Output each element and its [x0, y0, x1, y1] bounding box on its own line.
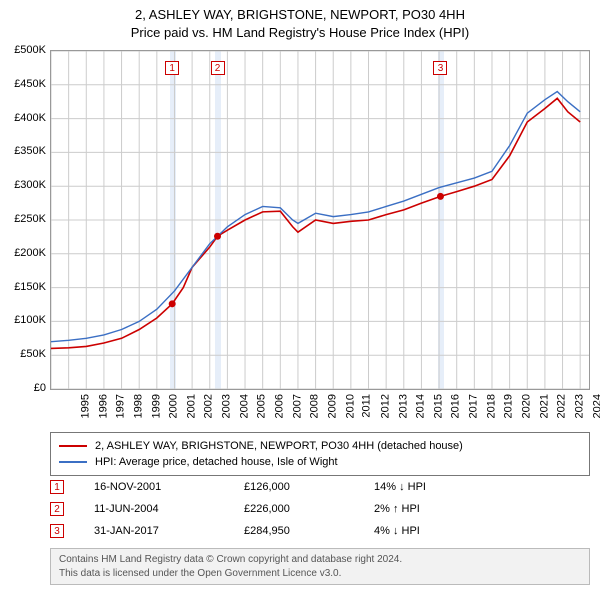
transaction-marker: 2 — [50, 502, 64, 516]
x-tick-label: 2007 — [291, 394, 303, 418]
x-tick-label: 2018 — [485, 394, 497, 418]
x-tick-label: 2024 — [591, 394, 600, 418]
transaction-diff: 14% ↓ HPI — [374, 481, 504, 493]
legend-swatch — [59, 461, 87, 463]
x-tick-label: 2001 — [185, 394, 197, 418]
chart-container: 2, ASHLEY WAY, BRIGHSTONE, NEWPORT, PO30… — [0, 0, 600, 590]
transaction-date: 16-NOV-2001 — [94, 481, 244, 493]
legend-swatch — [59, 445, 87, 447]
transaction-date: 31-JAN-2017 — [94, 525, 244, 537]
footer-line-1: Contains HM Land Registry data © Crown c… — [59, 553, 581, 567]
x-tick-label: 1996 — [97, 394, 109, 418]
transaction-diff: 4% ↓ HPI — [374, 525, 504, 537]
chart-svg — [51, 51, 589, 389]
x-tick-label: 2009 — [326, 394, 338, 418]
y-tick-label: £100K — [14, 314, 46, 326]
x-tick-label: 2021 — [538, 394, 550, 418]
y-tick-label: £350K — [14, 145, 46, 157]
table-row: 3 31-JAN-2017 £284,950 4% ↓ HPI — [50, 520, 590, 542]
x-tick-label: 1997 — [115, 394, 127, 418]
y-tick-label: £250K — [14, 213, 46, 225]
table-row: 2 11-JUN-2004 £226,000 2% ↑ HPI — [50, 498, 590, 520]
x-tick-label: 1998 — [132, 394, 144, 418]
chart-marker-box: 2 — [211, 61, 225, 75]
title-line-2: Price paid vs. HM Land Registry's House … — [0, 24, 600, 42]
x-tick-label: 2011 — [361, 394, 373, 418]
x-tick-label: 2017 — [468, 394, 480, 418]
x-tick-label: 2015 — [432, 394, 444, 418]
chart-plot-area: 1 2 3 — [50, 50, 590, 390]
transaction-price: £284,950 — [244, 525, 374, 537]
transactions-table: 1 16-NOV-2001 £126,000 14% ↓ HPI 2 11-JU… — [50, 476, 590, 542]
footer: Contains HM Land Registry data © Crown c… — [50, 548, 590, 585]
transaction-marker: 3 — [50, 524, 64, 538]
legend-label: HPI: Average price, detached house, Isle… — [95, 456, 338, 468]
chart-marker-box: 1 — [165, 61, 179, 75]
transaction-marker: 1 — [50, 480, 64, 494]
y-tick-label: £400K — [14, 112, 46, 124]
x-tick-label: 2000 — [168, 394, 180, 418]
x-tick-label: 2006 — [274, 394, 286, 418]
y-tick-label: £150K — [14, 281, 46, 293]
x-tick-label: 2012 — [379, 394, 391, 418]
x-tick-label: 2020 — [520, 394, 532, 418]
transaction-price: £126,000 — [244, 481, 374, 493]
x-tick-label: 1995 — [79, 394, 91, 418]
transaction-date: 11-JUN-2004 — [94, 503, 244, 515]
y-tick-label: £450K — [14, 78, 46, 90]
x-tick-label: 2023 — [573, 394, 585, 418]
x-tick-label: 2022 — [556, 394, 568, 418]
title-line-1: 2, ASHLEY WAY, BRIGHSTONE, NEWPORT, PO30… — [0, 6, 600, 24]
x-tick-label: 2014 — [415, 394, 427, 418]
y-tick-label: £500K — [14, 44, 46, 56]
x-tick-label: 2016 — [450, 394, 462, 418]
transaction-diff: 2% ↑ HPI — [374, 503, 504, 515]
x-tick-label: 2005 — [256, 394, 268, 418]
y-tick-label: £50K — [20, 348, 46, 360]
table-row: 1 16-NOV-2001 £126,000 14% ↓ HPI — [50, 476, 590, 498]
y-tick-label: £300K — [14, 179, 46, 191]
legend-row: 2, ASHLEY WAY, BRIGHSTONE, NEWPORT, PO30… — [59, 438, 581, 454]
legend-row: HPI: Average price, detached house, Isle… — [59, 454, 581, 470]
chart-marker-box: 3 — [433, 61, 447, 75]
x-tick-label: 2008 — [309, 394, 321, 418]
legend: 2, ASHLEY WAY, BRIGHSTONE, NEWPORT, PO30… — [50, 432, 590, 476]
x-tick-label: 2003 — [221, 394, 233, 418]
x-tick-label: 1999 — [150, 394, 162, 418]
legend-label: 2, ASHLEY WAY, BRIGHSTONE, NEWPORT, PO30… — [95, 440, 463, 452]
x-tick-label: 2004 — [238, 394, 250, 418]
x-tick-label: 2013 — [397, 394, 409, 418]
x-tick-label: 2002 — [203, 394, 215, 418]
x-tick-label: 2010 — [344, 394, 356, 418]
footer-line-2: This data is licensed under the Open Gov… — [59, 567, 581, 581]
title-block: 2, ASHLEY WAY, BRIGHSTONE, NEWPORT, PO30… — [0, 0, 600, 41]
y-tick-label: £0 — [34, 382, 46, 394]
transaction-price: £226,000 — [244, 503, 374, 515]
x-tick-label: 2019 — [503, 394, 515, 418]
y-tick-label: £200K — [14, 247, 46, 259]
